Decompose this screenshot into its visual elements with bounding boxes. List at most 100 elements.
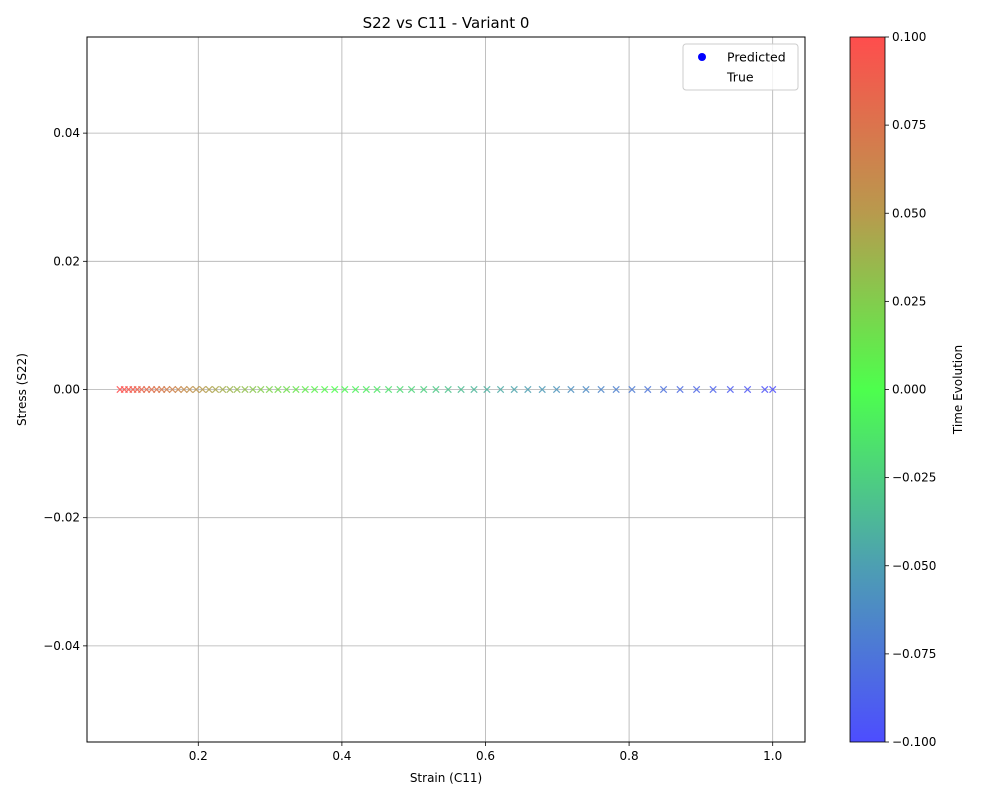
colorbar-tick-label: −0.025 [892,471,936,485]
colorbar-label: Time Evolution [951,345,965,435]
data-point-stroke [407,385,416,394]
data-point [582,385,590,394]
data-point-stroke [249,385,257,394]
data-point [321,385,329,394]
colorbar-tick-label: 0.000 [892,383,926,397]
x-tick-label: 0.2 [189,749,208,763]
data-point-stroke [373,385,381,394]
data-point-stroke [432,385,440,394]
x-tick-label: 0.6 [476,749,495,763]
data-point [186,385,194,394]
colorbar-tick-label: 0.025 [892,294,926,308]
data-point-stroke [384,385,393,394]
data-point [180,385,188,394]
data-point [597,385,605,394]
data-point [432,385,440,394]
data-point-stroke [510,385,518,394]
x-tick-label: 0.8 [620,749,639,763]
y-tick-label: −0.02 [43,511,80,525]
data-point-stroke [743,385,752,394]
data-point-stroke [301,385,309,394]
data-point [257,385,265,394]
data-point [726,385,734,394]
y-tick-label: −0.04 [43,639,80,653]
data-point-stroke [163,385,171,394]
data-point-stroke [457,385,465,394]
data-point-stroke [362,385,370,394]
data-point-stroke [692,385,701,394]
data-point [612,385,620,394]
y-axis-label: Stress (S22) [15,353,29,426]
data-point [524,385,532,394]
data-point [396,385,404,394]
data-point [496,385,505,394]
data-point [676,385,684,394]
data-point-stroke [233,385,241,394]
legend-label: Predicted [727,50,786,65]
data-point [331,385,339,394]
data-point-stroke [552,385,561,394]
data-point-stroke [310,385,319,394]
data-point-stroke [219,385,227,394]
data-point-stroke [524,385,532,394]
colorbar-tick-label: −0.100 [892,735,936,749]
data-point-stroke [292,385,300,394]
data-point-stroke [396,385,404,394]
data-point [567,385,575,394]
data-point-stroke [351,385,360,394]
data-point-stroke [496,385,505,394]
data-point-stroke [726,385,734,394]
x-tick-label: 1.0 [763,749,782,763]
data-point [301,385,309,394]
data-point-stroke [180,385,188,394]
data-point-stroke [612,385,620,394]
data-point [552,385,561,394]
data-point-stroke [659,385,668,394]
chart-title: S22 vs C11 - Variant 0 [363,14,530,32]
data-point-stroke [211,385,220,394]
data-point-stroke [470,385,478,394]
data-point [205,385,213,394]
data-point-stroke [241,385,249,394]
data-point-stroke [444,385,452,394]
y-tick-label: 0.00 [53,383,80,397]
data-point [769,385,777,394]
data-point-stroke [709,385,717,394]
data-point [292,385,300,394]
colorbar: −0.100 −0.075 −0.050 −0.025 0.000 0.025 0.050 0… [849,30,965,749]
colorbar-tick-label: 0.100 [892,30,926,44]
data-point-stroke [420,385,428,394]
data-point-stroke [282,385,291,394]
data-point-stroke [226,385,234,394]
y-tick-label: 0.04 [53,126,80,140]
data-point-stroke [483,385,491,394]
data-points [116,385,777,394]
data-point [628,385,636,394]
data-point [709,385,717,394]
data-point [219,385,227,394]
colorbar-tick-label: −0.050 [892,559,936,573]
data-point [692,385,701,394]
legend: Predicted True [682,43,799,91]
data-point [420,385,428,394]
data-point-stroke [597,385,605,394]
data-point [249,385,257,394]
data-point [362,385,370,394]
data-point [510,385,518,394]
data-point-stroke [628,385,636,394]
x-axis-label: Strain (C11) [410,771,482,785]
data-point [351,385,360,394]
data-point-stroke [567,385,575,394]
colorbar-tick-label: 0.050 [892,206,926,220]
data-point-stroke [174,385,182,394]
data-point [192,385,200,394]
data-point-stroke [321,385,329,394]
data-point [341,385,349,394]
colorbar-tick-label: 0.075 [892,118,926,132]
data-point [644,385,652,394]
data-point-stroke [168,385,177,394]
data-point [743,385,752,394]
y-axis-ticks: −0.04 −0.02 0.00 0.02 0.04 [43,126,87,653]
x-axis-ticks: 0.2 0.4 0.6 0.8 1.0 [189,742,782,763]
data-point [310,385,319,394]
